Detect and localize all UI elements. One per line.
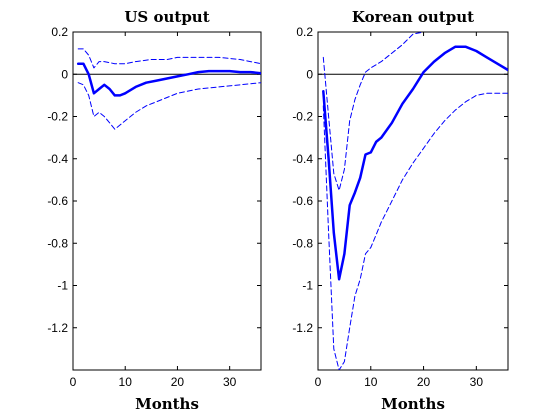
us-xtick-label: 20 — [171, 375, 185, 389]
korean-chart-title: Korean output — [352, 8, 474, 26]
us-xtick-label: 0 — [70, 375, 77, 389]
korean-plot-frame — [317, 31, 509, 371]
us-xtick-label: 10 — [119, 375, 133, 389]
us-plot-frame — [72, 31, 262, 371]
korean-ytick-label: -0.4 — [292, 152, 313, 166]
korean-ytick-label: -0.6 — [292, 194, 313, 208]
korean-ytick-label: -0.8 — [292, 236, 313, 250]
us-x-axis-label: Months — [135, 395, 199, 413]
us-ytick-label: -0.6 — [47, 194, 68, 208]
us-xtick-label: 30 — [223, 375, 237, 389]
korean-ytick-label: 0.2 — [296, 25, 313, 39]
us-ytick-label: 0 — [61, 67, 68, 81]
us-ytick-label: -0.8 — [47, 236, 68, 250]
korean-xtick-label: 20 — [417, 375, 431, 389]
korean-upper-band-line — [322, 32, 425, 191]
us-ytick-label: -1.2 — [47, 321, 68, 335]
korean-ytick-label: -1 — [302, 279, 313, 293]
korean-xtick-label: 10 — [364, 375, 378, 389]
us-upper-band-line — [77, 48, 261, 69]
us-ytick-label: 0.2 — [51, 25, 68, 39]
us-output-panel: 0.2 0 -0.2 -0.4 -0.6 -0.8 -1 -1.2 0 10 20 30 US outp… — [47, 8, 262, 413]
us-lower-band-line — [77, 82, 261, 130]
korean-xtick-label: 30 — [470, 375, 484, 389]
korean-x-axis-label: Months — [381, 395, 445, 413]
korean-output-panel: 0.2 0 -0.2 -0.4 -0.6 -0.8 -1 -1.2 0 10 20 30 Korean … — [292, 8, 509, 413]
korean-response-line — [322, 45, 508, 281]
us-ytick-label: -0.4 — [47, 152, 68, 166]
korean-ytick-label: -1.2 — [292, 321, 313, 335]
us-response-line — [76, 62, 261, 97]
us-ytick-label: -1 — [57, 279, 68, 293]
us-ytick-label: -0.2 — [47, 110, 68, 124]
korean-lower-band-line — [322, 92, 508, 370]
us-chart-title: US output — [124, 8, 209, 26]
korean-ytick-label: 0 — [306, 67, 313, 81]
korean-ytick-label: -0.2 — [292, 110, 313, 124]
korean-xtick-label: 0 — [315, 375, 322, 389]
